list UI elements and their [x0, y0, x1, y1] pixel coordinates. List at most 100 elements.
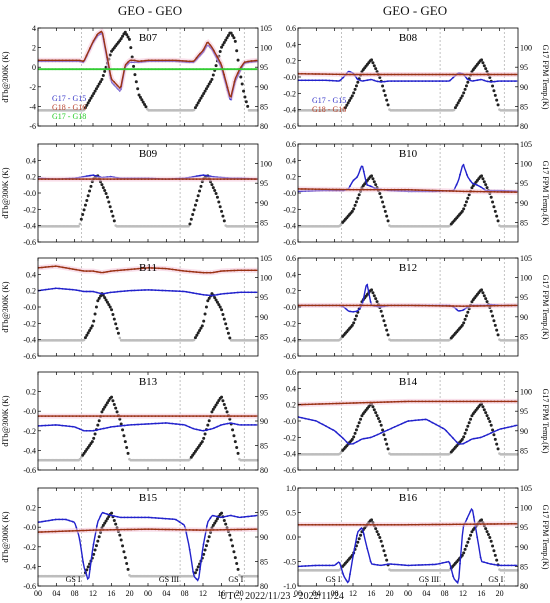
series-point: [435, 304, 437, 307]
series-point: [496, 564, 499, 566]
series-point: [431, 400, 434, 403]
series-point: [199, 178, 201, 181]
series-point: [123, 415, 126, 417]
series-point: [514, 73, 516, 76]
series-point: [92, 178, 95, 181]
series-point: [493, 73, 496, 76]
series-point: [496, 304, 499, 307]
series-point: [380, 401, 382, 404]
temperature-point: [496, 219, 500, 223]
series-point: [411, 419, 413, 422]
series-point: [202, 415, 205, 417]
temperature-point: [89, 326, 93, 330]
series-point: [226, 528, 229, 531]
temperature-point: [119, 37, 123, 41]
series-point: [366, 523, 369, 526]
series-point: [185, 178, 188, 181]
series-point: [331, 304, 334, 307]
series-point: [130, 516, 133, 519]
temperature-point: [92, 91, 96, 95]
series-point: [243, 516, 246, 518]
temperature-point: [224, 322, 228, 326]
series-point: [307, 79, 310, 82]
temperature-point: [350, 437, 354, 441]
series-point: [243, 269, 246, 272]
temperature-point: [82, 208, 86, 212]
series-point: [41, 266, 43, 269]
series-point: [65, 267, 67, 269]
series-point: [113, 178, 115, 181]
series-point: [496, 80, 499, 83]
temperature-point: [103, 521, 107, 525]
series-point: [54, 518, 57, 521]
series-point: [349, 523, 351, 526]
series-point: [441, 73, 444, 76]
series-point: [116, 528, 119, 531]
series-point: [236, 516, 239, 518]
series-point: [164, 178, 167, 181]
series-point: [157, 415, 160, 417]
series-point: [335, 402, 338, 405]
series-point: [469, 190, 472, 193]
temperature-point: [481, 177, 485, 181]
temperature-point: [220, 308, 224, 312]
temperature-point: [90, 440, 94, 444]
series-point: [109, 528, 112, 531]
series-point: [438, 425, 441, 428]
series-point: [435, 189, 437, 192]
series-point: [318, 421, 320, 424]
temperature-point: [196, 565, 200, 569]
temperature-point: [126, 451, 130, 455]
series-point: [380, 523, 382, 526]
y-tick-label: -0.6: [283, 466, 296, 475]
temperature-point: [375, 300, 379, 304]
temperature-point: [239, 75, 243, 79]
series-point: [417, 73, 420, 76]
series-point: [390, 401, 393, 403]
series-point: [175, 528, 177, 531]
series-point: [188, 68, 191, 71]
series-point: [331, 79, 334, 82]
series-point: [195, 292, 198, 295]
series-point: [466, 440, 468, 443]
series-point: [472, 73, 475, 76]
series-point: [428, 523, 430, 526]
temperature-point: [346, 101, 350, 105]
temperature-point: [125, 561, 129, 565]
series-point: [369, 73, 372, 76]
temperature-point: [492, 549, 496, 553]
temperature-point: [90, 94, 94, 98]
series-point: [407, 188, 410, 191]
series-point: [96, 34, 98, 36]
temperature-point: [89, 96, 93, 100]
temperature-point: [101, 523, 105, 527]
temperature-point: [93, 89, 97, 93]
series-point: [109, 426, 112, 428]
series-point: [41, 424, 43, 427]
x-tick-label: 20: [386, 589, 394, 598]
temperature-point: [220, 45, 224, 49]
band-label: B10: [399, 148, 418, 160]
series-point: [483, 400, 485, 403]
temperature-point: [489, 195, 493, 199]
y2-tick-label: 95: [520, 63, 528, 72]
series-point: [383, 73, 386, 76]
series-point: [476, 73, 479, 76]
series-point: [483, 79, 485, 82]
series-point: [89, 529, 91, 532]
series-point: [254, 415, 256, 417]
series-point: [157, 68, 160, 71]
series-point: [383, 188, 386, 191]
series-point: [335, 431, 338, 434]
series-point: [223, 528, 226, 531]
y2-tick-label: 95: [260, 393, 268, 402]
y-tick-label: -0.0: [283, 303, 296, 312]
series-point: [349, 73, 351, 76]
series-point: [345, 304, 348, 307]
series-point: [321, 423, 324, 426]
temperature-point: [204, 544, 208, 548]
series-point: [472, 400, 475, 403]
series-point: [78, 68, 81, 71]
gs-marker-label: GS III: [159, 575, 180, 584]
